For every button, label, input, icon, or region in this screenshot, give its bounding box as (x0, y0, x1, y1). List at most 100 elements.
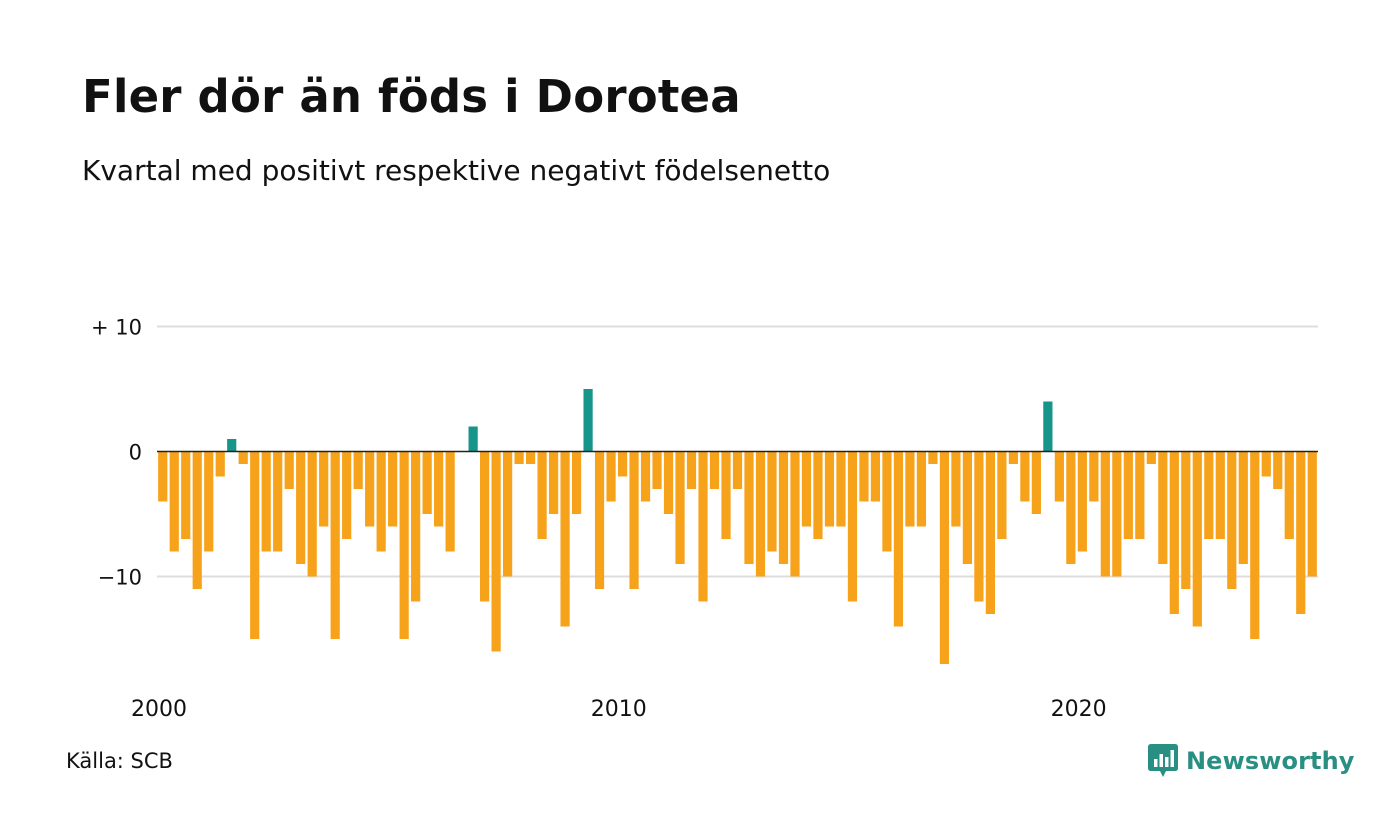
y-tick-label: −10 (98, 566, 142, 590)
bar-negative (319, 451, 329, 527)
bar-negative (181, 451, 191, 539)
bar-negative (675, 451, 685, 564)
bar-negative (836, 451, 846, 527)
source-note: Källa: SCB (66, 749, 173, 773)
chart-subtitle: Kvartal med positivt respektive negativt… (82, 154, 831, 187)
bar-negative (192, 451, 202, 589)
bar-negative (1066, 451, 1076, 564)
bar-negative (997, 451, 1007, 539)
bar-negative (652, 451, 662, 489)
bar-negative (893, 451, 904, 627)
bar-negative (778, 451, 789, 564)
bar-negative (1307, 451, 1317, 577)
bar-negative (399, 451, 409, 639)
bar-negative (503, 451, 513, 577)
bar-negative (1296, 451, 1306, 614)
bar-negative (1020, 451, 1030, 502)
bar-positive (583, 389, 593, 452)
bar-negative (1250, 451, 1260, 639)
x-tick-label: 2020 (1051, 697, 1107, 722)
bar-negative (169, 451, 179, 552)
bar-negative (491, 451, 501, 652)
bar-negative (824, 451, 835, 527)
bar-negative (1089, 451, 1099, 502)
bar-negative (1100, 451, 1110, 577)
bar-negative (560, 451, 570, 627)
bar-negative (571, 451, 582, 514)
bar-negative (709, 451, 720, 489)
bar-negative (537, 451, 547, 539)
bar-negative (617, 451, 628, 477)
bar-negative (514, 451, 524, 464)
bar-negative (1227, 451, 1237, 589)
bar-negative (755, 451, 766, 577)
bar-negative (1192, 451, 1202, 627)
bar-negative (411, 451, 421, 602)
bar-positive (468, 426, 478, 452)
newsworthy-logo-icon (1148, 744, 1178, 777)
bar-negative (594, 451, 605, 589)
bar-positive (227, 439, 237, 452)
bar-negative (916, 451, 927, 527)
x-tick-label: 2010 (591, 697, 647, 722)
bar-negative (1238, 451, 1248, 564)
y-tick-label: + 10 (91, 316, 142, 340)
bar-negative (307, 451, 317, 577)
bar-negative (801, 451, 812, 527)
bar-positive (1043, 401, 1053, 452)
bar-negative (1135, 451, 1145, 539)
bar-negative (859, 451, 869, 502)
bar-negative (296, 451, 306, 564)
bar-negative (273, 451, 283, 552)
bar-negative (744, 451, 754, 564)
bar-negative (261, 451, 271, 552)
bar-negative (847, 451, 858, 602)
bar-negative (721, 451, 731, 539)
bar-negative (1273, 451, 1283, 489)
bar-negative (813, 451, 823, 539)
bar-negative (215, 451, 225, 477)
bar-negative (1204, 451, 1214, 539)
bar-negative (686, 451, 697, 489)
bar-negative (1123, 451, 1133, 539)
bar-negative (1008, 451, 1018, 464)
bar-negative (422, 451, 432, 514)
bar-negative (606, 451, 616, 502)
bar-negative (951, 451, 961, 527)
bar-negative (928, 451, 938, 464)
bar-negative (1215, 451, 1225, 539)
bar-negative (663, 451, 674, 514)
bar-negative (882, 451, 892, 552)
gridlines (157, 325, 1318, 578)
bar-negative (962, 451, 972, 564)
bar-negative (238, 451, 248, 464)
bar-negative (388, 451, 398, 527)
brand-name: Newsworthy (1186, 747, 1355, 775)
bar-negative (330, 451, 340, 639)
bar-negative (376, 451, 386, 552)
bar-negative (732, 451, 743, 489)
bar-negative (480, 451, 490, 602)
bar-negative (204, 451, 214, 552)
bar-negative (640, 451, 651, 502)
bar-negative (767, 451, 777, 552)
bar-negative (905, 451, 915, 527)
bar-negative (445, 451, 455, 552)
bar-negative (790, 451, 800, 577)
axes: + 10 0 −10 2000 2010 2020 (91, 316, 1318, 722)
bar-negative (985, 451, 995, 614)
bar-negative (158, 451, 168, 502)
bar-negative (548, 451, 559, 514)
bar-negative (1261, 451, 1271, 477)
bar-negative (1284, 451, 1294, 539)
bars (158, 389, 1317, 664)
bar-negative (250, 451, 260, 639)
x-tick-label: 2000 (131, 697, 187, 722)
bar-negative (525, 451, 536, 464)
y-tick-label: 0 (129, 441, 142, 465)
bar-negative (434, 451, 444, 527)
bar-negative (870, 451, 881, 502)
bar-negative (284, 451, 294, 489)
bar-chart: + 10 0 −10 2000 2010 2020 (91, 316, 1318, 722)
chart-title: Fler dör än föds i Dorotea (82, 70, 741, 123)
